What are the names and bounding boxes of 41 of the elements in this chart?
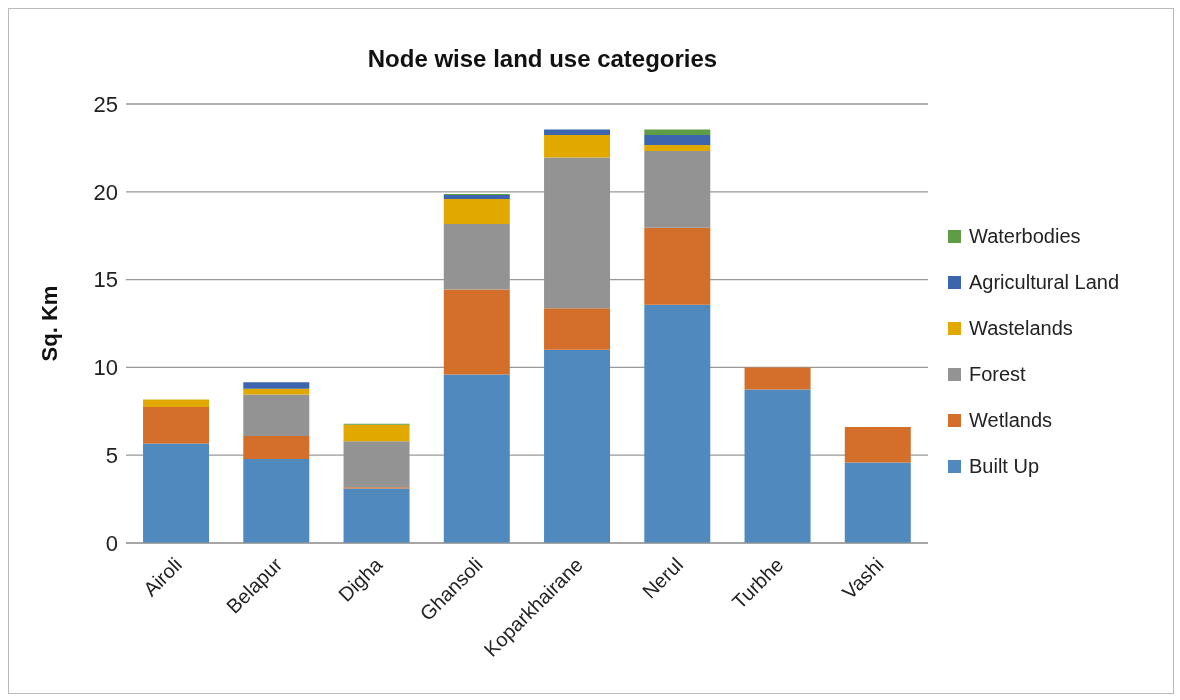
bar [544,308,611,350]
bar [844,426,911,463]
bar [143,407,210,444]
bar [143,399,210,408]
bar [243,388,310,395]
bar [143,443,210,543]
chart-title: Node wise land use categories [366,45,719,73]
bar [644,134,711,145]
bar [443,289,510,375]
bar [343,488,410,543]
legend-label: Agricultural Land [969,270,1120,294]
bar [544,129,611,135]
bar [644,129,711,135]
bar [644,227,711,305]
bar [544,134,611,158]
y-tick-label: 0 [105,530,118,556]
legend-label: Built Up [969,454,1040,478]
legend-label: Wastelands [969,316,1073,340]
bar [744,367,811,390]
bar [243,458,310,543]
bar [443,374,510,543]
bar [644,144,711,152]
bar [844,462,911,543]
legend-label: Wetlands [969,408,1053,432]
bar [243,394,310,437]
y-tick-label: 25 [93,91,118,117]
bar [544,349,611,543]
y-tick-label: 5 [105,443,118,469]
bar [744,389,811,543]
bar [443,194,510,199]
bar [343,424,410,442]
bar [443,199,510,225]
bar [243,382,310,389]
legend-label: Forest [969,362,1026,386]
bar [243,436,310,459]
y-axis-title: Sq. Km [36,285,62,362]
y-tick-label: 15 [93,267,118,293]
legend-label: Waterbodies [969,224,1081,248]
bar [644,304,711,543]
y-tick-label: 20 [93,179,118,205]
y-tick-label: 10 [93,355,118,381]
